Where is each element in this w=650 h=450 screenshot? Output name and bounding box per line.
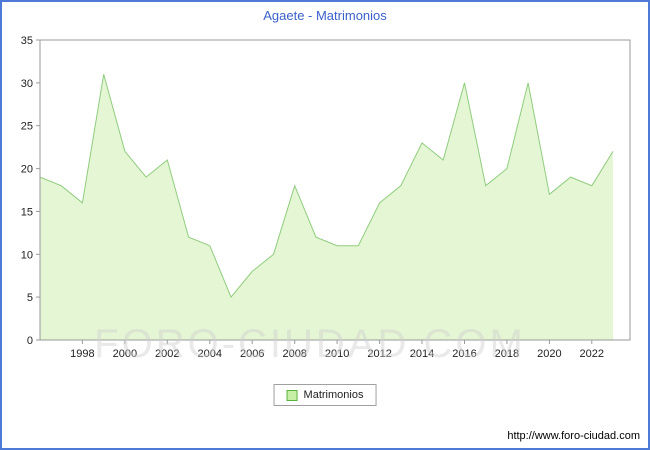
legend-label: Matrimonios [303,389,364,401]
chart-title: Agaete - Matrimonios [263,8,387,23]
y-tick-label: 30 [21,78,33,90]
x-tick-label: 2000 [113,348,137,360]
series-line [39,74,614,299]
x-tick-label: 2012 [367,348,391,360]
x-tick-label: 1998 [70,348,94,360]
y-tick-label: 15 [21,206,33,218]
x-tick-label: 2018 [495,348,519,360]
plot-border [39,39,631,341]
y-tick-label: 25 [21,121,33,133]
footer-url: http://www.foro-ciudad.com [507,430,640,442]
x-tick-label: 2020 [537,348,561,360]
x-tick-label: 2014 [410,348,434,360]
legend-swatch-icon [286,389,298,401]
area-fill [40,74,613,341]
y-tick-label: 10 [21,249,33,261]
x-tick-label: 2016 [452,348,476,360]
y-tick-label: 5 [27,292,33,304]
x-tick-label: 2010 [325,348,349,360]
x-tick-label: 2004 [198,348,222,360]
x-tick-label: 2006 [240,348,264,360]
y-tick-label: 0 [27,335,33,347]
y-tick-label: 20 [21,164,33,176]
legend: Matrimonios [273,384,377,406]
x-tick-label: 2008 [282,348,306,360]
y-tick-label: 35 [21,35,33,47]
x-tick-label: 2022 [580,348,604,360]
x-tick-label: 2002 [155,348,179,360]
